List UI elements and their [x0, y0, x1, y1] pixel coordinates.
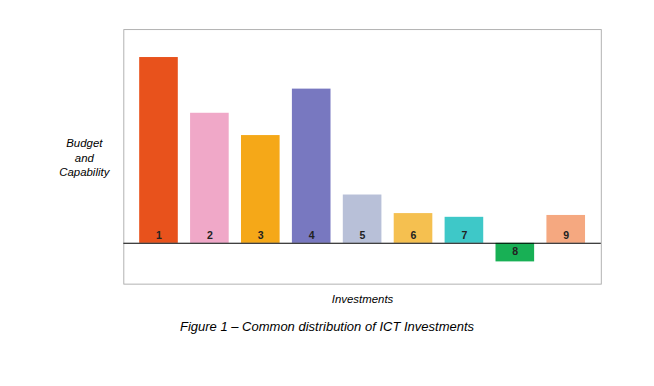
- svg-text:2: 2: [207, 229, 213, 241]
- svg-text:1: 1: [156, 229, 162, 241]
- html-text:Figure 1 – Common distribution: Figure 1 – Common distribution of ICT In…: [180, 318, 474, 334]
- svg-text:8: 8: [512, 245, 518, 257]
- svg-text:4: 4: [309, 229, 315, 241]
- svg-text:Investments: Investments: [332, 293, 394, 305]
- svg-text:BudgetandCapability: BudgetandCapability: [59, 137, 110, 179]
- svg-text:5: 5: [360, 229, 366, 241]
- svg-text:6: 6: [411, 229, 417, 241]
- svg-text:9: 9: [563, 229, 569, 241]
- svg-text:7: 7: [461, 229, 467, 241]
- svg-text:3: 3: [258, 229, 264, 241]
